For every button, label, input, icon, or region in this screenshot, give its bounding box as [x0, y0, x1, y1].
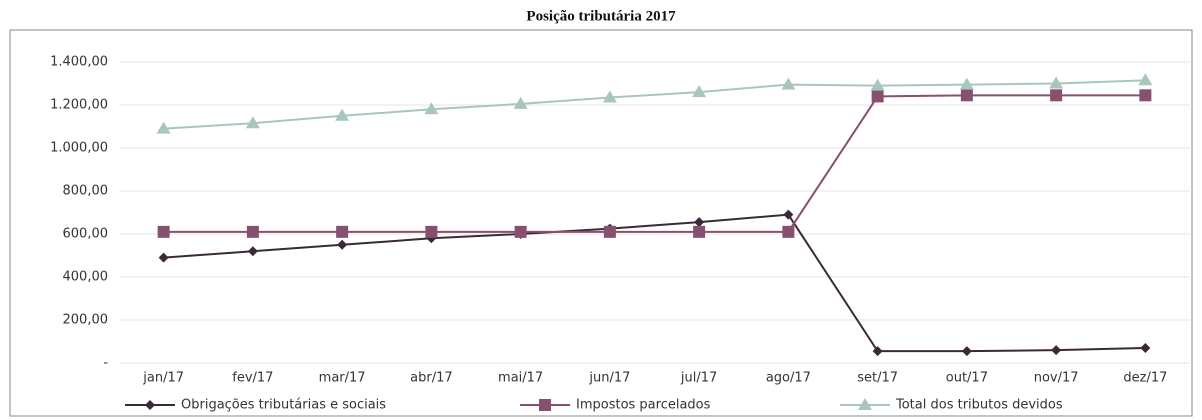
- legend-label: Obrigações tributárias e sociais: [181, 398, 386, 413]
- x-tick-label: fev/17: [232, 371, 273, 386]
- data-point: [514, 225, 527, 238]
- data-point: [1139, 89, 1152, 102]
- y-tick-label: 600,00: [63, 227, 109, 242]
- x-tick-label: nov/17: [1034, 371, 1079, 386]
- data-point: [603, 225, 616, 238]
- x-tick-label: dez/17: [1123, 371, 1167, 386]
- x-tick-label: abr/17: [410, 371, 453, 386]
- y-tick-label: 1.200,00: [50, 98, 108, 113]
- data-point: [1049, 76, 1064, 89]
- x-tick-label: mai/17: [498, 371, 543, 386]
- data-point: [336, 225, 349, 238]
- data-point: [781, 77, 796, 90]
- y-tick-label: 1.000,00: [50, 141, 108, 156]
- data-point: [693, 225, 706, 238]
- y-tick-label: 800,00: [63, 184, 109, 199]
- data-point: [425, 225, 438, 238]
- legend-label: Impostos parcelados: [576, 398, 711, 413]
- legend-marker: [858, 398, 872, 410]
- data-point: [1140, 342, 1151, 353]
- data-point: [871, 90, 884, 103]
- legend-marker: [539, 399, 551, 411]
- chart-border: [9, 29, 1193, 417]
- data-point: [157, 225, 170, 238]
- data-point: [961, 346, 972, 357]
- data-point: [872, 346, 883, 357]
- y-tick-label: -: [103, 356, 108, 371]
- data-point: [1050, 89, 1063, 102]
- data-point: [246, 225, 259, 238]
- series-line: [163, 213, 1146, 353]
- chart-title: Posição tributária 2017: [526, 8, 676, 24]
- data-point: [513, 96, 528, 109]
- series-line: [163, 79, 1146, 130]
- data-point: [156, 121, 171, 134]
- data-point: [424, 102, 439, 115]
- data-point: [245, 116, 260, 129]
- data-point: [694, 217, 705, 228]
- y-tick-label: 400,00: [63, 270, 109, 285]
- y-tick-label: 200,00: [63, 313, 109, 328]
- x-tick-label: set/17: [857, 371, 898, 386]
- data-point: [870, 78, 885, 91]
- data-point: [782, 225, 795, 238]
- x-tick-label: jun/17: [588, 371, 630, 386]
- x-tick-label: mar/17: [319, 371, 366, 386]
- x-tick-label: jan/17: [142, 371, 184, 386]
- data-point: [783, 209, 794, 220]
- data-point: [692, 85, 707, 98]
- x-tick-label: jul/17: [680, 371, 717, 386]
- legend-label: Total dos tributos devidos: [895, 398, 1063, 413]
- data-point: [337, 239, 348, 250]
- series-line: [163, 94, 1146, 233]
- data-point: [1051, 345, 1062, 356]
- data-point: [158, 252, 169, 263]
- data-point: [960, 89, 973, 102]
- data-point: [1138, 73, 1153, 86]
- data-point: [959, 77, 974, 90]
- x-tick-label: out/17: [946, 371, 988, 386]
- x-tick-label: ago/17: [766, 371, 811, 386]
- data-point: [335, 108, 350, 121]
- legend-marker: [145, 400, 155, 410]
- data-point: [247, 246, 258, 257]
- y-tick-label: 1.400,00: [50, 55, 108, 70]
- data-point: [602, 90, 617, 103]
